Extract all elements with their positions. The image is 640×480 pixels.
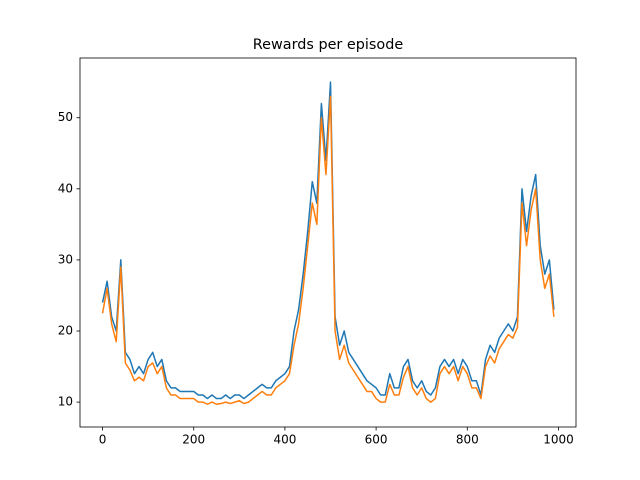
series-line <box>101 95 555 405</box>
y-tick-label: 50 <box>58 110 73 124</box>
x-tick-label: 200 <box>182 433 205 447</box>
x-tick-label: 400 <box>273 433 296 447</box>
y-tick-label: 40 <box>58 181 73 195</box>
plot-frame <box>79 57 577 428</box>
x-tick-label: 600 <box>365 433 388 447</box>
y-tick-label: 10 <box>58 395 73 409</box>
series-line <box>101 81 555 400</box>
y-tick-label: 30 <box>58 252 73 266</box>
x-tick-label: 800 <box>456 433 479 447</box>
chart-title: Rewards per episode <box>253 37 404 53</box>
y-tick-label: 20 <box>58 324 73 338</box>
x-tick-label: 0 <box>99 433 107 447</box>
x-tick-label: 1000 <box>543 433 574 447</box>
